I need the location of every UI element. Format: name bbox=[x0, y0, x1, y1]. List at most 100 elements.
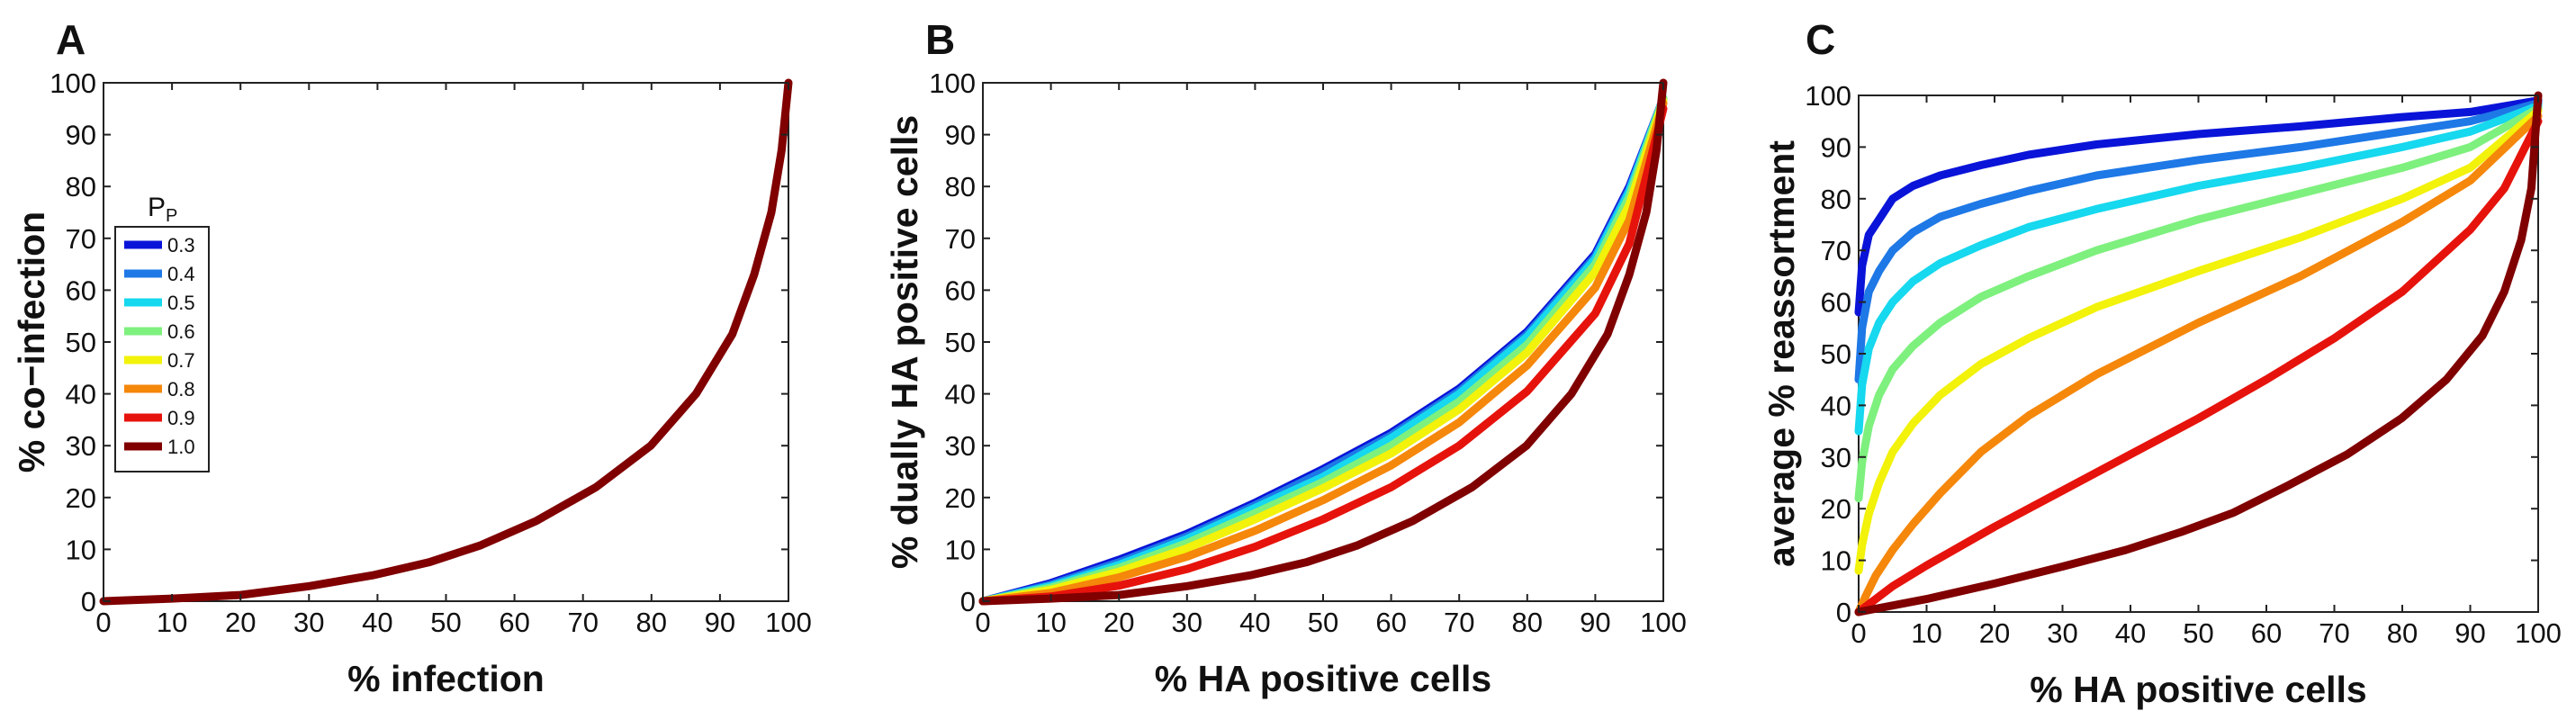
legend-title-subscript: P bbox=[166, 206, 177, 226]
y-tick-label: 90 bbox=[66, 120, 96, 151]
x-tick-label: 40 bbox=[1239, 607, 1270, 638]
series-group bbox=[978, 78, 1668, 606]
legend-entry-label: 0.8 bbox=[167, 378, 195, 400]
x-tick-label: 90 bbox=[1580, 607, 1610, 638]
y-tick-label: 50 bbox=[1821, 338, 1851, 370]
series-line-0-8 bbox=[978, 99, 1668, 606]
y-tick-label: 30 bbox=[66, 430, 96, 462]
x-tick-label: 50 bbox=[2183, 617, 2213, 649]
x-tick-label: 10 bbox=[1911, 617, 1941, 649]
legend-entry-label: 0.9 bbox=[167, 407, 195, 429]
y-axis-label: % co−infection bbox=[11, 212, 52, 472]
y-tick-label: 0 bbox=[81, 586, 96, 617]
legend-entry-label: 0.6 bbox=[167, 320, 195, 343]
x-tick-label: 80 bbox=[2387, 617, 2418, 649]
x-axis-label: % infection bbox=[347, 658, 545, 699]
panel-label: B bbox=[925, 16, 955, 63]
x-tick-label: 80 bbox=[1512, 607, 1543, 638]
y-tick-label: 80 bbox=[1821, 184, 1851, 215]
x-tick-label: 90 bbox=[705, 607, 735, 638]
x-tick-label: 70 bbox=[567, 607, 598, 638]
y-tick-label: 30 bbox=[1821, 442, 1851, 473]
y-tick-label: 0 bbox=[1836, 597, 1851, 628]
y-tick-label: 70 bbox=[1821, 235, 1851, 266]
series-line-0-7 bbox=[978, 96, 1668, 606]
x-tick-label: 50 bbox=[1308, 607, 1338, 638]
y-tick-label: 90 bbox=[945, 120, 976, 151]
legend-entry-label: 0.4 bbox=[167, 263, 195, 285]
panel-c: C 0 10 20 30 40 50 60 70 80 90 100 0 10 20 30 40 50 60 70 80… bbox=[1761, 16, 2562, 710]
legend-entry-label: 0.7 bbox=[167, 349, 195, 372]
series-group bbox=[1854, 91, 2543, 616]
series-line-0-9 bbox=[1854, 117, 2543, 616]
legend-entry-label: 0.5 bbox=[167, 292, 195, 314]
x-axis-label: % HA positive cells bbox=[1155, 658, 1491, 699]
y-tick-label: 20 bbox=[945, 482, 976, 514]
y-tick-label: 10 bbox=[1821, 545, 1851, 577]
x-tick-label: 30 bbox=[1172, 607, 1202, 638]
y-tick-label: 0 bbox=[960, 586, 976, 617]
series-line-0-6 bbox=[1854, 104, 2543, 503]
x-tick-label: 70 bbox=[1444, 607, 1474, 638]
x-tick-label: 20 bbox=[1103, 607, 1134, 638]
series-line-1-0 bbox=[978, 78, 1668, 606]
x-tick-label: 0 bbox=[95, 607, 111, 638]
x-tick-label: 0 bbox=[975, 607, 990, 638]
legend-entry-label: 0.3 bbox=[167, 234, 195, 256]
series-line-0-8 bbox=[1854, 112, 2543, 616]
x-tick-label: 10 bbox=[157, 607, 187, 638]
x-tick-label: 100 bbox=[1640, 607, 1687, 638]
y-axis-label: % dually HA positive cells bbox=[884, 115, 925, 569]
y-tick-label: 100 bbox=[1805, 80, 1851, 112]
panel-b: B 0 10 20 30 40 50 60 70 80 90 100 0 10 20 30 40 50 60 70 80… bbox=[884, 16, 1687, 699]
y-tick-label: 70 bbox=[945, 223, 976, 255]
y-tick-label: 100 bbox=[929, 68, 976, 99]
series-group bbox=[99, 78, 793, 606]
y-tick-label: 20 bbox=[66, 482, 96, 514]
series-line-0-5 bbox=[1854, 102, 2543, 436]
y-tick-label: 80 bbox=[66, 171, 96, 202]
y-tick-label: 10 bbox=[66, 534, 96, 565]
y-tick-label: 60 bbox=[1821, 287, 1851, 319]
x-tick-label: 100 bbox=[2515, 617, 2562, 649]
panel-label: C bbox=[1806, 16, 1835, 63]
series-line-1-0 bbox=[1854, 91, 2543, 616]
legend-entry-label: 1.0 bbox=[167, 436, 195, 458]
panel-a: A 0 10 20 30 40 50 60 70 80 90 100 0 10 20 30 40 50 60 70 80… bbox=[11, 16, 812, 699]
x-tick-label: 30 bbox=[2047, 617, 2077, 649]
y-tick-label: 90 bbox=[1821, 131, 1851, 163]
x-tick-label: 60 bbox=[1375, 607, 1406, 638]
series-line-0-4 bbox=[1854, 99, 2543, 384]
y-tick-label: 70 bbox=[66, 223, 96, 255]
x-tick-label: 0 bbox=[1851, 617, 1866, 649]
x-tick-label: 40 bbox=[362, 607, 392, 638]
x-tick-label: 10 bbox=[1035, 607, 1066, 638]
y-tick-label: 60 bbox=[945, 274, 976, 306]
x-tick-label: 90 bbox=[2454, 617, 2485, 649]
x-tick-label: 50 bbox=[430, 607, 461, 638]
y-tick-label: 10 bbox=[945, 534, 976, 565]
x-axis-label: % HA positive cells bbox=[2030, 669, 2366, 710]
x-tick-label: 30 bbox=[293, 607, 324, 638]
legend-box bbox=[114, 226, 210, 472]
series-line-0-7 bbox=[1854, 106, 2543, 575]
y-tick-label: 30 bbox=[945, 430, 976, 462]
series-line-0-3 bbox=[1854, 96, 2543, 317]
y-tick-label: 50 bbox=[66, 327, 96, 358]
y-tick-label: 50 bbox=[945, 327, 976, 358]
y-axis-label: average % reassortment bbox=[1761, 140, 1802, 567]
x-tick-label: 60 bbox=[2251, 617, 2282, 649]
legend-title: PP bbox=[148, 193, 177, 226]
x-tick-label: 60 bbox=[499, 607, 529, 638]
y-tick-label: 80 bbox=[945, 171, 976, 202]
x-tick-label: 20 bbox=[1979, 617, 2010, 649]
y-tick-label: 40 bbox=[66, 379, 96, 410]
y-tick-label: 60 bbox=[66, 274, 96, 306]
x-tick-label: 80 bbox=[636, 607, 667, 638]
panel-label: A bbox=[56, 16, 86, 63]
y-tick-label: 20 bbox=[1821, 493, 1851, 525]
x-tick-label: 40 bbox=[2115, 617, 2146, 649]
y-tick-label: 40 bbox=[945, 379, 976, 410]
x-tick-label: 20 bbox=[225, 607, 256, 638]
